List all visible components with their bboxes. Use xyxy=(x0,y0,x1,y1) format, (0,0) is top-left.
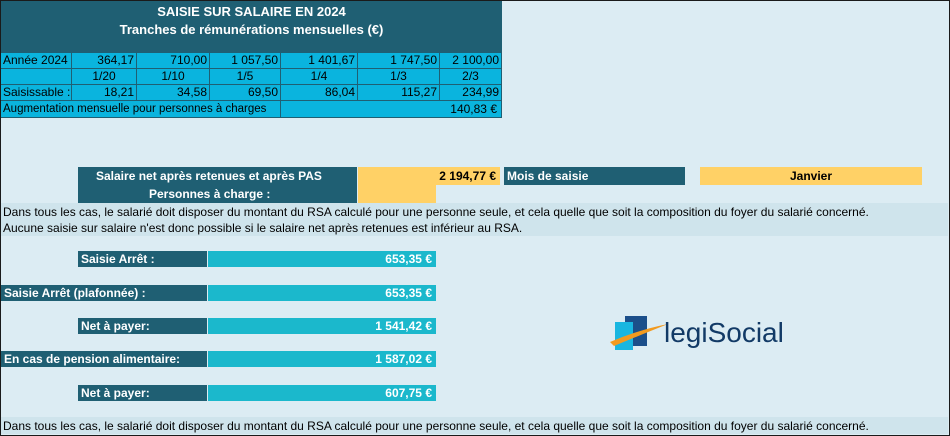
bracket-seizable-cell: 69,50 xyxy=(210,85,280,100)
net-a-payer-value: 1 541,42 € xyxy=(208,318,436,334)
bracket-amount-cell: 364,17 xyxy=(72,53,136,68)
month-select[interactable]: Janvier xyxy=(700,167,922,185)
bracket-seizable-cell: 86,04 xyxy=(281,85,357,100)
bracket-fraction-cell: 1/3 xyxy=(358,69,439,84)
dependents-input[interactable] xyxy=(358,185,436,203)
bracket-amount-cell: 2 100,00 xyxy=(440,53,501,68)
bracket-amount-cell: 710,00 xyxy=(137,53,209,68)
month-label: Mois de saisie xyxy=(504,167,685,185)
bracket-fraction-cell: 1/5 xyxy=(210,69,280,84)
bracket-seizable-cell: 34,58 xyxy=(137,85,209,100)
rsa-note-line1: Dans tous les cas, le salarié doit dispo… xyxy=(3,205,869,219)
pension-label: En cas de pension alimentaire: xyxy=(1,351,207,367)
legisocial-logo: legiSocial xyxy=(608,312,828,356)
saisie-plafonnee-label: Saisie Arrêt (plafonnée) : xyxy=(1,285,207,301)
legisocial-logo-icon xyxy=(610,316,668,350)
net-a-payer-label: Net à payer: xyxy=(78,318,207,334)
bracket-fraction-cell: 1/20 xyxy=(72,69,136,84)
saisie-label: Saisie Arrêt : xyxy=(78,251,207,267)
bracket-seizable-cell: 115,27 xyxy=(358,85,439,100)
sheet-title: SAISIE SUR SALAIRE EN 2024 xyxy=(157,4,346,19)
bottom-note: Dans tous les cas, le salarié doit dispo… xyxy=(3,419,869,433)
net-salary-label: Salaire net après retenues et après PAS xyxy=(78,167,357,185)
bracket-amount-cell: 1 747,50 xyxy=(358,53,439,68)
net-salary-input[interactable]: 2 194,77 € xyxy=(358,167,500,185)
net-a-payer-2-value: 607,75 € xyxy=(208,385,436,401)
bracket-amount-cell: 1 401,67 xyxy=(281,53,357,68)
legisocial-logo-text: legiSocial xyxy=(664,314,784,352)
bracket-fraction-cell: 1/4 xyxy=(281,69,357,84)
net-a-payer-2-label: Net à payer: xyxy=(78,385,207,401)
bracket-seizable-cell: 18,21 xyxy=(72,85,136,100)
increase-value-cell: 140,83 € xyxy=(281,101,501,117)
increase-label-cell: Augmentation mensuelle pour personnes à … xyxy=(1,101,280,117)
rsa-note-band xyxy=(1,203,948,236)
fraction-label-cell xyxy=(1,69,71,84)
logo-text: legiSocial xyxy=(664,317,784,348)
bracket-fraction-cell: 1/10 xyxy=(137,69,209,84)
sheet-subtitle: Tranches de rémunérations mensuelles (€) xyxy=(119,22,384,37)
pension-value: 1 587,02 € xyxy=(208,351,436,367)
bracket-amount-cell: 1 057,50 xyxy=(210,53,280,68)
bottom-note-band xyxy=(1,417,948,434)
bracket-seizable-cell: 234,99 xyxy=(440,85,501,100)
bracket-fraction-cell: 2/3 xyxy=(440,69,501,84)
saisie-value: 653,35 € xyxy=(208,251,436,267)
sheet-header: SAISIE SUR SALAIRE EN 2024 Tranches de r… xyxy=(1,1,502,51)
saisie-plafonnee-value: 653,35 € xyxy=(208,285,436,301)
dependents-label: Personnes à charge : xyxy=(78,185,357,203)
rsa-note-line2: Aucune saisie sur salaire n'est donc pos… xyxy=(3,221,523,235)
year-label-cell: Année 2024 xyxy=(1,53,71,68)
seizable-label-cell: Saisissable : xyxy=(1,85,71,100)
